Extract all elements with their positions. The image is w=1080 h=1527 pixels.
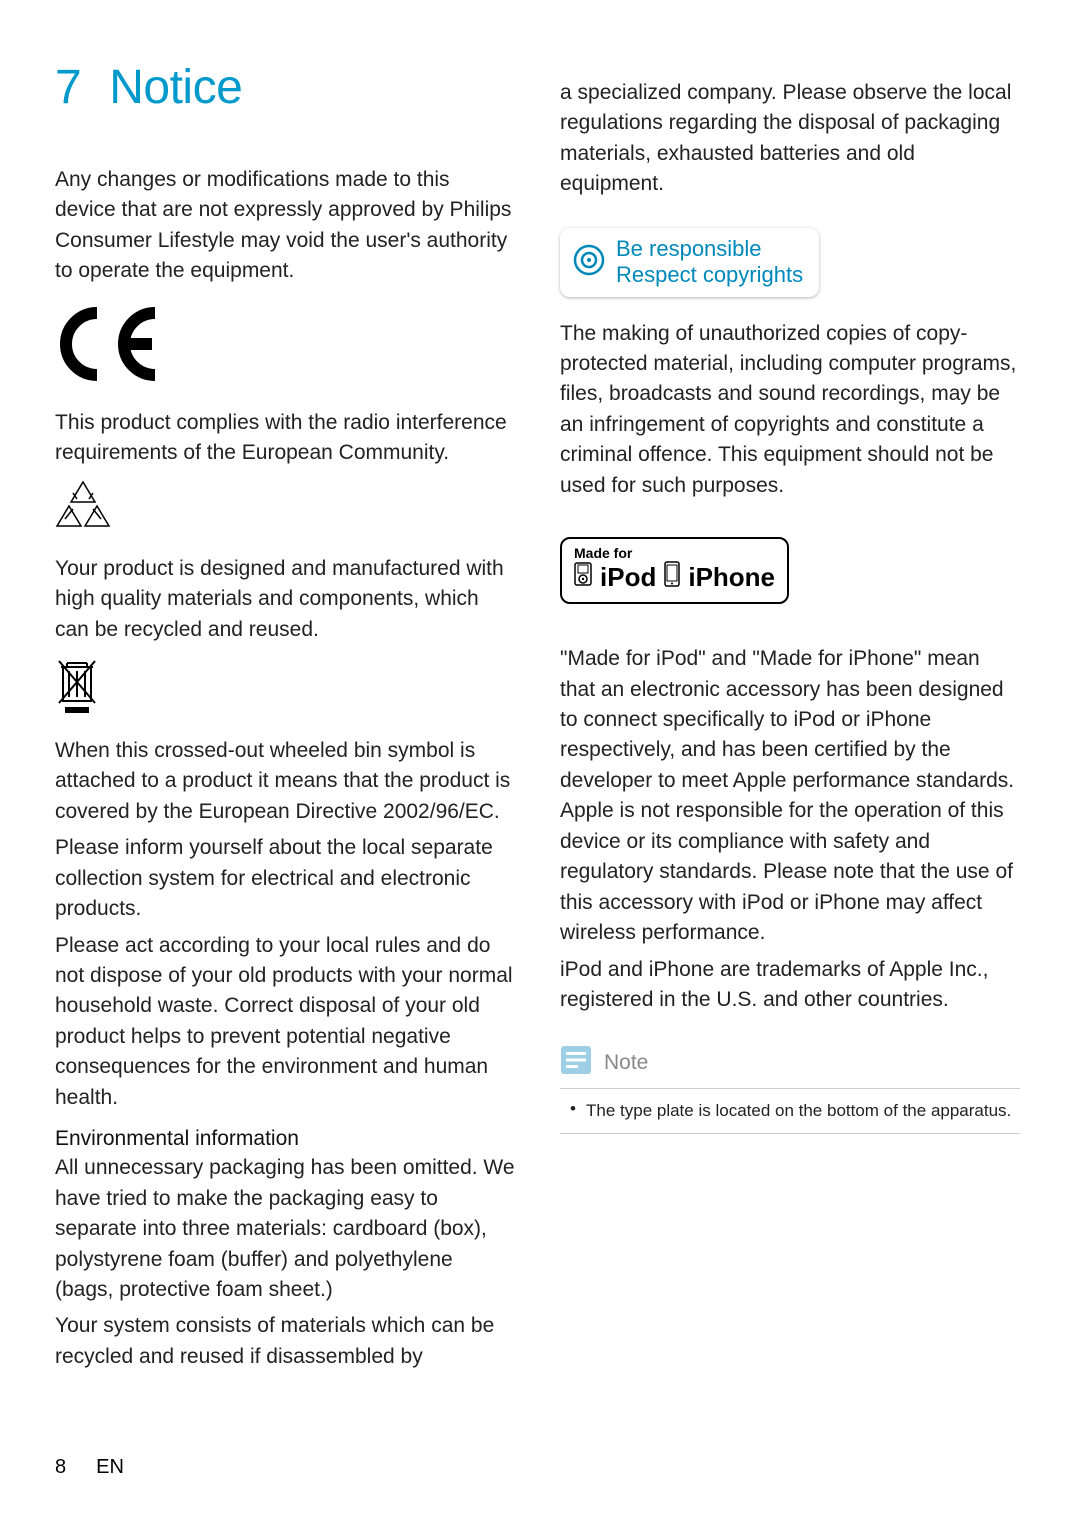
ce-mark-icon bbox=[55, 305, 515, 402]
page-content: 7 Notice Any changes or modifications mad… bbox=[0, 0, 1080, 1418]
paragraph-directive: When this crossed-out wheeled bin symbol… bbox=[55, 736, 515, 827]
note-body: The type plate is located on the bottom … bbox=[560, 1088, 1020, 1134]
environmental-heading: Environmental information bbox=[55, 1127, 515, 1151]
paragraph-modifications: Any changes or modifications made to thi… bbox=[55, 165, 515, 287]
chapter-title: 7 Notice bbox=[55, 60, 515, 115]
chapter-name: Notice bbox=[109, 61, 242, 114]
made-for-label: Made for bbox=[574, 545, 775, 561]
paragraph-trademarks: iPod and iPhone are trademarks of Apple … bbox=[560, 955, 1020, 1016]
recycle-icon bbox=[55, 479, 515, 536]
language-code: EN bbox=[96, 1456, 124, 1479]
copyright-text: Be responsible Respect copyrights bbox=[616, 236, 803, 289]
copyright-badge: Be responsible Respect copyrights bbox=[560, 228, 819, 297]
paragraph-disposal: Please act according to your local rules… bbox=[55, 931, 515, 1114]
note-icon bbox=[560, 1045, 592, 1080]
crossed-bin-icon bbox=[55, 657, 515, 720]
iphone-icon bbox=[664, 561, 680, 594]
paragraph-copyright: The making of unauthorized copies of cop… bbox=[560, 319, 1020, 502]
paragraph-packaging: All unnecessary packaging has been omitt… bbox=[55, 1153, 515, 1305]
paragraph-materials: Your product is designed and manufacture… bbox=[55, 554, 515, 645]
note-box: Note The type plate is located on the bo… bbox=[560, 1045, 1020, 1134]
paragraph-recycle-system: Your system consists of materials which … bbox=[55, 1311, 515, 1372]
page-footer: 8 EN bbox=[55, 1456, 124, 1479]
left-column: 7 Notice Any changes or modifications mad… bbox=[55, 60, 515, 1378]
copyright-line2: Respect copyrights bbox=[616, 262, 803, 287]
made-for-badge: Made for iPod bbox=[560, 537, 789, 604]
made-for-devices: iPod iPhone bbox=[574, 561, 775, 594]
disc-icon bbox=[572, 243, 606, 282]
copyright-line1: Be responsible bbox=[616, 236, 762, 261]
note-title: Note bbox=[604, 1051, 648, 1075]
chapter-number: 7 bbox=[55, 61, 81, 114]
made-for-ipod-text: iPod bbox=[600, 562, 656, 593]
paragraph-specialized-company: a specialized company. Please observe th… bbox=[560, 78, 1020, 200]
page-number: 8 bbox=[55, 1456, 66, 1479]
paragraph-radio-compliance: This product complies with the radio int… bbox=[55, 408, 515, 469]
paragraph-collection: Please inform yourself about the local s… bbox=[55, 833, 515, 924]
note-header: Note bbox=[560, 1045, 1020, 1088]
ipod-icon bbox=[574, 562, 592, 593]
made-for-iphone-text: iPhone bbox=[688, 562, 775, 593]
paragraph-made-for: "Made for iPod" and "Made for iPhone" me… bbox=[560, 644, 1020, 948]
right-column: a specialized company. Please observe th… bbox=[560, 60, 1020, 1378]
